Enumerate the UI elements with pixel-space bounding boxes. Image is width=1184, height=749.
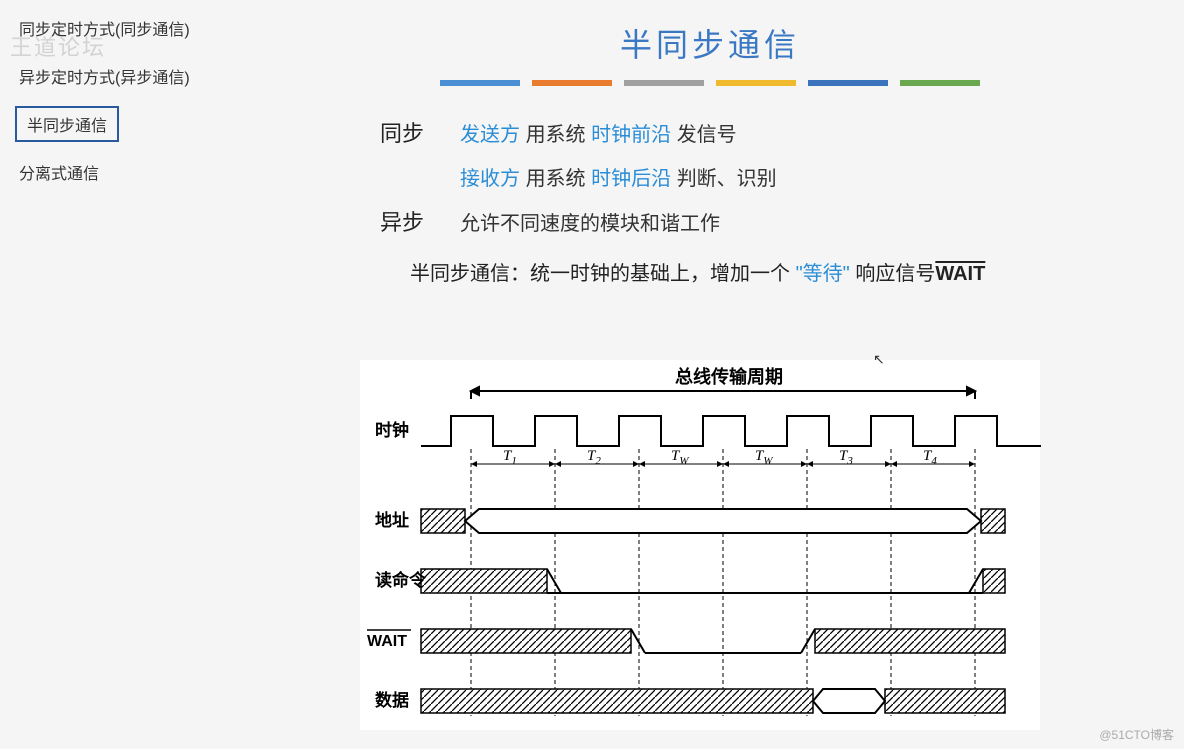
sync-line2: 接收方 用系统 时钟后沿 判断、识别 (460, 162, 777, 191)
cursor-icon: ↖ (873, 351, 885, 368)
svg-text:时钟: 时钟 (375, 420, 409, 440)
svg-text:地址: 地址 (375, 510, 409, 530)
summary-line: 半同步通信：统一时钟的基础上，增加一个 "等待" 响应信号WAIT (410, 257, 1160, 286)
sync-line1: 发送方 用系统 时钟前沿 发信号 (460, 118, 737, 147)
nav-item-semi-sync[interactable]: 半同步通信 (15, 106, 119, 142)
svg-text:WAIT: WAIT (367, 633, 407, 650)
async-label: 异步 (380, 205, 460, 237)
svg-text:数据: 数据 (375, 690, 409, 710)
timing-diagram: 总线传输周期T1T2TWTWT3T4时钟地址读命令WAIT数据 ↖ (360, 360, 1040, 730)
stripe (532, 80, 612, 86)
sidebar: 同步定时方式(同步通信) 异步定时方式(异步通信) 半同步通信 分离式通信 (15, 10, 245, 202)
timing-svg: 总线传输周期T1T2TWTWT3T4时钟地址读命令WAIT数据 (361, 361, 1041, 731)
stripe (808, 80, 888, 86)
nav-item-sync[interactable]: 同步定时方式(同步通信) (15, 10, 194, 46)
nav-item-split[interactable]: 分离式通信 (15, 154, 103, 190)
stripe (440, 80, 520, 86)
async-text: 允许不同速度的模块和谐工作 (460, 207, 720, 236)
svg-text:读命令: 读命令 (375, 570, 427, 590)
text-block: 同步 发送方 用系统 时钟前沿 发信号 接收方 用系统 时钟后沿 判断、识别 异… (260, 116, 1160, 286)
stripe-row (260, 80, 1160, 86)
footer-watermark: @51CTO博客 (1099, 726, 1174, 743)
sync-label: 同步 (380, 116, 460, 148)
stripe (624, 80, 704, 86)
nav-item-async[interactable]: 异步定时方式(异步通信) (15, 58, 194, 94)
page-title: 半同步通信 (260, 20, 1160, 66)
svg-text:总线传输周期: 总线传输周期 (675, 366, 783, 387)
stripe (900, 80, 980, 86)
stripe (716, 80, 796, 86)
main-content: 半同步通信 同步 发送方 用系统 时钟前沿 发信号 接收方 用系统 时钟后沿 判… (260, 20, 1160, 286)
